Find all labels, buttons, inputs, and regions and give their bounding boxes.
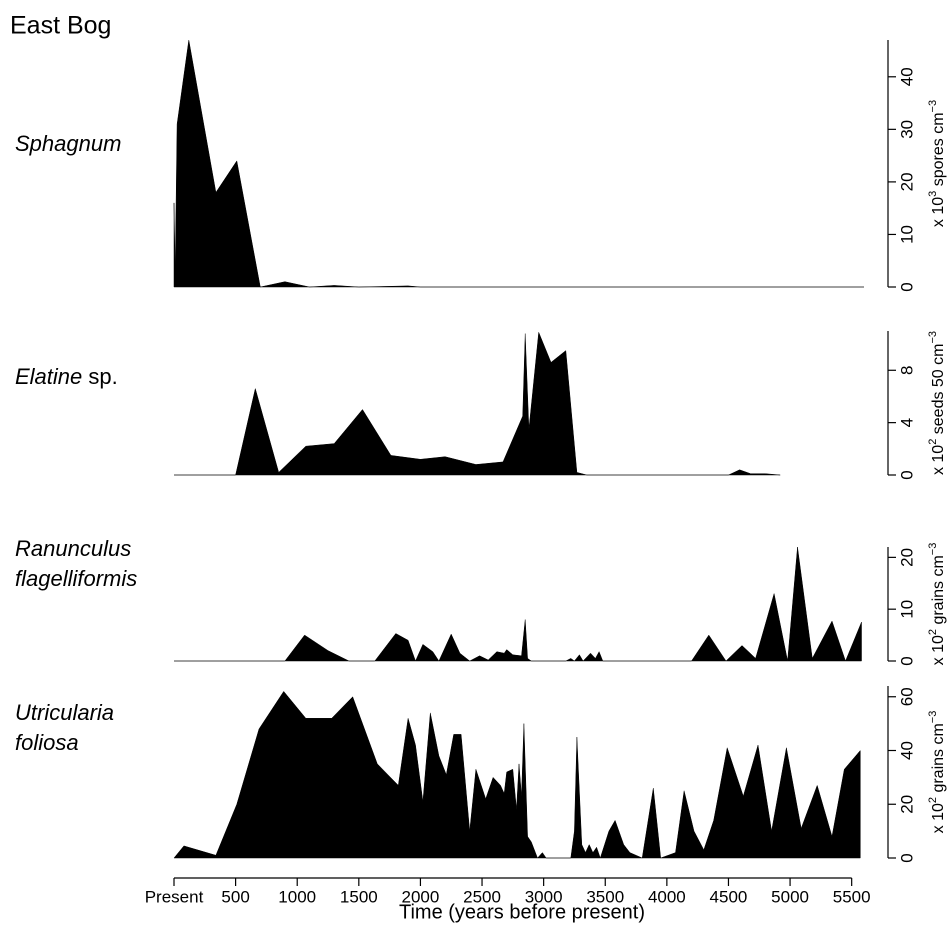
y-axis-label-part: x 10	[930, 197, 947, 227]
y-tick-label: 10	[897, 600, 916, 619]
panel-title: foliosa	[15, 730, 79, 755]
x-tick-label: 3500	[586, 887, 624, 906]
panel-title: Elatine sp.	[15, 364, 118, 389]
y-tick-label: 0	[897, 470, 916, 479]
y-axis-label-part: spores cm	[930, 112, 947, 190]
x-tick-label: Present	[145, 887, 204, 906]
figure-title: East Bog	[10, 12, 111, 40]
y-tick-label: 0	[897, 656, 916, 665]
y-axis-label-part: 2	[927, 439, 939, 445]
y-axis-label-part: x 10	[930, 803, 947, 833]
x-tick-label: 2500	[463, 887, 501, 906]
y-axis-label-part: x 10	[930, 635, 947, 665]
area	[173, 690, 861, 859]
y-axis-label-part: 2	[927, 797, 939, 803]
y-axis-label: x 103 spores cm−3	[927, 100, 947, 227]
x-tick-label: 2000	[402, 887, 440, 906]
y-tick-label: 10	[897, 225, 916, 244]
y-axis-label-part: seeds 50 cm	[930, 344, 947, 439]
panel-title-text: Utricularia	[15, 700, 114, 725]
area	[173, 39, 864, 288]
y-axis-label-part: x 10	[930, 445, 947, 475]
y-axis-label-part: −3	[927, 543, 939, 556]
x-tick-label: 4000	[648, 887, 686, 906]
y-axis-label-part: 3	[927, 191, 939, 197]
y-tick-label: 40	[897, 67, 916, 86]
x-tick-label: 1000	[278, 887, 316, 906]
area	[174, 332, 781, 476]
y-axis-label-part: grains cm	[930, 555, 947, 629]
x-tick-label: 5500	[833, 887, 871, 906]
y-tick-label: 20	[897, 795, 916, 814]
x-tick-label: 4500	[710, 887, 748, 906]
panel-title-text: Sphagnum	[15, 131, 121, 156]
panel-title: Ranunculus	[15, 536, 131, 561]
y-axis-label: x 102 seeds 50 cm−3	[927, 331, 947, 475]
x-tick-label: 500	[221, 887, 249, 906]
y-tick-label: 20	[897, 548, 916, 567]
area	[174, 546, 862, 662]
panel-title-suffix: sp.	[82, 364, 117, 389]
y-axis-label-part: grains cm	[930, 723, 947, 797]
x-axis-label: Time (years before present)	[399, 901, 645, 923]
panel-title: flagelliformis	[15, 566, 137, 591]
x-tick-label: 1500	[340, 887, 378, 906]
y-axis-label-part: −3	[927, 331, 939, 344]
y-tick-label: 4	[897, 418, 916, 427]
y-axis-label-part: 2	[927, 629, 939, 635]
y-tick-label: 40	[897, 741, 916, 760]
x-tick-label: 3000	[525, 887, 563, 906]
panel-title: Utricularia	[15, 700, 114, 725]
y-tick-label: 30	[897, 120, 916, 139]
panel-title-text: Ranunculus	[15, 536, 131, 561]
y-axis-label: x 102 grains cm−3	[927, 543, 947, 666]
y-tick-label: 0	[897, 282, 916, 291]
y-tick-label: 60	[897, 687, 916, 706]
x-tick-label: 5000	[771, 887, 809, 906]
y-tick-label: 8	[897, 366, 916, 375]
panel-title-text: flagelliformis	[15, 566, 137, 591]
panel-title: Sphagnum	[15, 131, 121, 156]
y-axis-label: x 102 grains cm−3	[927, 711, 947, 834]
y-axis-label-part: −3	[927, 711, 939, 724]
y-tick-label: 0	[897, 853, 916, 862]
panel-title-text: foliosa	[15, 730, 79, 755]
y-tick-label: 20	[897, 172, 916, 191]
y-axis-label-part: −3	[927, 100, 939, 113]
panel-title-text: Elatine	[15, 364, 82, 389]
